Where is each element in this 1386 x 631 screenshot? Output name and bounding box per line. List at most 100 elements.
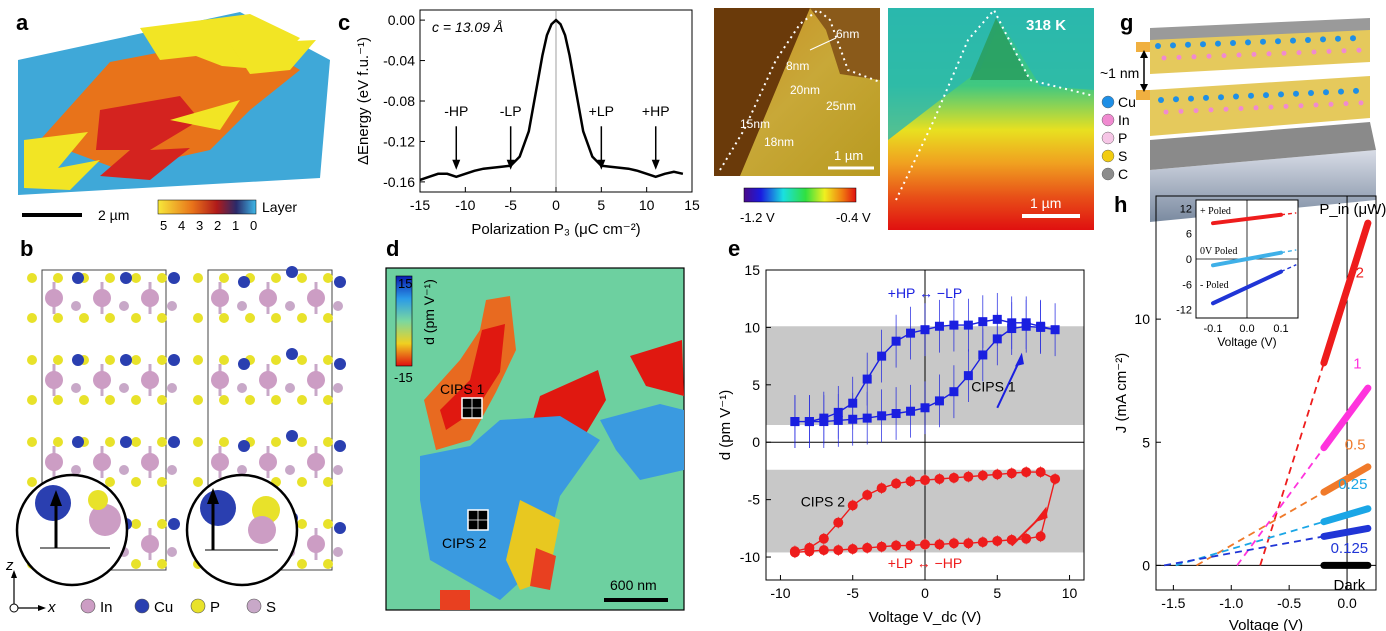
data-point <box>1021 321 1031 331</box>
x-tick-label: -10 <box>770 585 790 601</box>
phosphorus-atom <box>157 477 167 487</box>
phosphorus-atom <box>53 437 63 447</box>
phosphorus-atom <box>271 273 281 283</box>
copper-atom <box>334 358 346 370</box>
copper-atom <box>1260 38 1266 45</box>
copper-atom <box>1263 92 1269 99</box>
data-point <box>891 540 902 551</box>
data-point <box>804 542 815 553</box>
copper-atom <box>1158 97 1164 103</box>
phosphorus-atom <box>27 395 37 405</box>
indium-atom <box>141 535 159 553</box>
sulfur-atom <box>237 383 247 393</box>
copper-atom <box>1245 39 1251 46</box>
phosphorus-atom <box>27 355 37 365</box>
panel-c-chart: -15 -10 -5 0 5 10 15 0.00 -0.04 -0.08 -0.12 -0.16 -H… <box>355 9 700 238</box>
phosphorus-atom <box>157 559 167 569</box>
indium-atom <box>1251 51 1257 57</box>
inset-xlabel: Voltage (V) <box>1217 335 1276 349</box>
copper-atom <box>1350 35 1356 42</box>
x-tick-label: 0 <box>552 197 560 213</box>
measured-curve <box>1320 219 1372 367</box>
copper-atom <box>1248 92 1254 99</box>
phosphorus-atom <box>27 313 37 323</box>
panel-e-top-label: +HP ↔ −LP <box>888 285 962 301</box>
data-point <box>1007 324 1017 334</box>
sulfur-atom <box>71 465 81 475</box>
inset-curve <box>1211 212 1283 226</box>
phosphorus-atom <box>53 313 63 323</box>
y-tick-label: -0.12 <box>383 133 415 149</box>
panel-a-colorbar-title: Layer <box>262 199 297 215</box>
legend-marker-s <box>1101 149 1115 163</box>
data-point <box>891 336 901 346</box>
phosphorus-atom <box>219 273 229 283</box>
panel-d-region-cips2: CIPS 2 <box>442 535 487 551</box>
phosphorus-atom <box>297 559 307 569</box>
data-point <box>905 540 916 551</box>
phosphorus-atom <box>105 313 115 323</box>
data-point <box>934 396 944 406</box>
panel-f-topography-image <box>714 8 881 176</box>
legend-label-c: C <box>1118 166 1128 182</box>
phosphorus-atom <box>53 395 63 405</box>
copper-atom <box>1218 94 1224 101</box>
sulfur-atom <box>285 465 295 475</box>
panel-a-colorbar-tick: 5 <box>160 218 167 233</box>
panel-a-colorbar-tick: 2 <box>214 218 221 233</box>
data-point <box>891 478 902 489</box>
panel-e-bottom-label: +LP ↔ −HP <box>888 555 962 571</box>
phosphorus-atom <box>131 273 141 283</box>
phosphorus-atom <box>297 437 307 447</box>
data-point <box>818 533 829 544</box>
phosphorus-atom <box>219 437 229 447</box>
indium-atom <box>1221 53 1227 59</box>
measured-curve <box>1320 463 1372 496</box>
data-point <box>876 541 887 552</box>
inset-curve <box>1211 269 1283 306</box>
panel-h-ylabel: J (mA cm⁻²) <box>1113 353 1130 433</box>
sweep-arrow-head <box>1033 506 1048 523</box>
copper-atom <box>238 276 250 288</box>
inset-extrapolation <box>1280 212 1297 216</box>
indium-atom <box>45 289 63 307</box>
copper-atom <box>1203 94 1209 101</box>
data-point <box>1050 473 1061 484</box>
indium-atom <box>1328 101 1334 107</box>
sulfur-atom <box>119 301 129 311</box>
panel-f-left-scale-label: 1 µm <box>834 148 863 163</box>
indium-atom <box>259 371 277 389</box>
panel-letter-h: h <box>1114 192 1127 217</box>
phosphorus-atom <box>323 477 333 487</box>
phosphorus-atom <box>193 477 203 487</box>
indium-atom <box>141 453 159 471</box>
data-point <box>977 470 988 481</box>
copper-atom <box>1170 42 1176 49</box>
panel-h-chart: -1.5 -1.0 -0.5 0.0 0 5 10 2 1 0.5 0.25 0.125 Dark P_i… <box>1113 195 1386 631</box>
data-point <box>992 469 1003 480</box>
sulfur-atom <box>333 547 343 557</box>
thickness-label: 6nm <box>836 27 859 41</box>
phosphorus-atom <box>297 395 307 405</box>
indium-atom <box>1313 102 1319 108</box>
indium-atom <box>211 289 229 307</box>
indium-atom <box>1236 52 1242 58</box>
legend-label-p: P <box>1118 130 1127 146</box>
inset-y-tick-label: -6 <box>1182 279 1192 291</box>
copper-atom <box>1188 95 1194 102</box>
power-label: 0.25 <box>1338 476 1367 493</box>
measured-curve <box>1320 505 1372 526</box>
copper-atom <box>238 440 250 452</box>
legend-label-in: In <box>1118 112 1130 128</box>
panel-g-legend: Cu In PSC <box>1101 94 1136 182</box>
x-tick-label: -1.0 <box>1219 595 1243 611</box>
panel-letter-a: a <box>16 10 29 35</box>
phosphorus-atom <box>323 395 333 405</box>
indium-atom <box>1163 109 1169 115</box>
thickness-label: 20nm <box>790 83 820 97</box>
phosphorus-atom <box>323 519 333 529</box>
phosphorus-atom <box>27 477 37 487</box>
copper-atom <box>334 276 346 288</box>
phosphorus-atom <box>297 273 307 283</box>
panel-a-scale-label: 2 µm <box>98 207 129 223</box>
